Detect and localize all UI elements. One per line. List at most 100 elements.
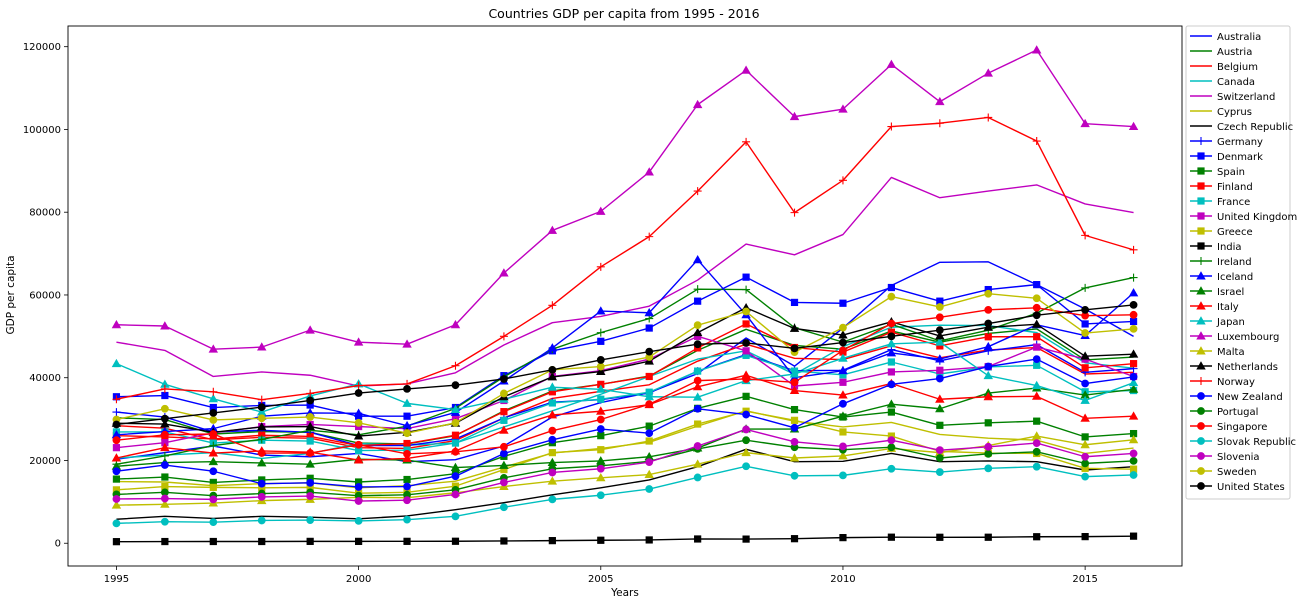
- legend-item: Denmark: [1190, 152, 1263, 163]
- legend-label: Austria: [1217, 47, 1252, 58]
- data-point: [790, 208, 799, 217]
- data-point: [742, 392, 750, 400]
- series-line: [116, 307, 1134, 437]
- data-point: [306, 516, 315, 524]
- data-point: [693, 187, 702, 196]
- legend-item: Iceland: [1190, 271, 1253, 283]
- data-point: [790, 437, 799, 446]
- data-point: [790, 378, 799, 387]
- data-point: [693, 376, 702, 385]
- data-point: [451, 512, 460, 521]
- legend-item: Finland: [1190, 182, 1253, 193]
- data-point: [257, 435, 266, 444]
- data-point: [451, 490, 460, 499]
- legend-marker: [1197, 167, 1205, 175]
- data-point: [742, 425, 750, 434]
- data-point: [403, 515, 411, 524]
- legend-marker: [1197, 152, 1205, 160]
- data-point: [596, 356, 605, 364]
- data-point: [935, 354, 945, 363]
- data-point: [160, 494, 169, 503]
- data-point: [160, 461, 169, 469]
- data-point: [790, 405, 799, 414]
- data-point: [403, 412, 411, 420]
- data-point: [257, 414, 266, 423]
- data-point: [887, 332, 896, 341]
- legend-label: Greece: [1217, 227, 1253, 238]
- data-point: [112, 408, 121, 417]
- data-point: [935, 96, 945, 106]
- data-point: [548, 301, 557, 310]
- data-point: [789, 323, 800, 332]
- data-point: [257, 403, 266, 412]
- data-point: [838, 365, 848, 375]
- data-point: [596, 473, 606, 482]
- data-point: [111, 358, 122, 368]
- data-point: [839, 428, 847, 436]
- data-point: [354, 440, 363, 449]
- data-point: [597, 536, 605, 544]
- data-point: [112, 475, 121, 483]
- data-point: [984, 319, 993, 328]
- data-point: [790, 298, 799, 307]
- data-point: [935, 331, 945, 340]
- data-point: [451, 439, 460, 447]
- legend-marker: [1197, 377, 1205, 385]
- legend-item: Czech Republic: [1190, 122, 1293, 133]
- legend-label: Luxembourg: [1217, 332, 1279, 343]
- x-tick-label: 2005: [588, 574, 613, 585]
- legend-marker: [1197, 257, 1205, 265]
- data-point: [1080, 439, 1090, 449]
- data-point: [208, 456, 219, 466]
- series-belgium: [116, 343, 1134, 450]
- data-point: [112, 538, 121, 546]
- data-point: [209, 430, 218, 438]
- data-point: [645, 437, 653, 445]
- legend-item: Canada: [1190, 77, 1255, 88]
- legend-item: Germany: [1190, 137, 1263, 148]
- series-line: [116, 304, 1134, 426]
- data-point: [500, 408, 508, 416]
- series-canada: [116, 324, 1134, 460]
- legend-item: Switzerland: [1190, 92, 1275, 103]
- data-point: [1129, 310, 1138, 319]
- legend-marker: [1197, 407, 1205, 415]
- legend-marker: [1197, 227, 1205, 235]
- data-point: [1128, 377, 1139, 387]
- data-point: [1032, 294, 1041, 303]
- series-line: [116, 465, 1134, 525]
- data-point: [645, 429, 654, 438]
- data-point: [499, 332, 508, 341]
- legend-label: New Zealand: [1217, 392, 1283, 403]
- data-point: [1128, 288, 1139, 297]
- legend-item: India: [1190, 242, 1242, 253]
- legend-item: Japan: [1190, 316, 1245, 328]
- data-point: [886, 348, 897, 357]
- data-point: [644, 167, 654, 176]
- data-point: [354, 516, 363, 525]
- data-point: [257, 458, 267, 467]
- legend-marker: [1197, 182, 1205, 190]
- data-point: [935, 403, 945, 413]
- data-point: [1031, 380, 1042, 390]
- data-point: [450, 462, 461, 471]
- data-point: [209, 416, 218, 424]
- data-point: [935, 446, 944, 455]
- series-slovak-republic: [112, 462, 1138, 528]
- data-point: [596, 384, 606, 393]
- legend-label: Singapore: [1217, 422, 1267, 433]
- legend-marker: [1197, 242, 1205, 250]
- legend-marker: [1196, 271, 1206, 280]
- data-point: [839, 299, 847, 307]
- series-singapore: [112, 303, 1138, 458]
- series-line: [116, 343, 1134, 450]
- legend-marker: [1196, 286, 1206, 295]
- data-point: [402, 339, 412, 348]
- data-point: [403, 537, 411, 545]
- data-point: [403, 384, 411, 393]
- data-point: [1080, 118, 1090, 128]
- data-point: [161, 537, 169, 546]
- data-point: [160, 430, 169, 439]
- series-line: [116, 410, 1134, 494]
- data-point: [354, 483, 363, 491]
